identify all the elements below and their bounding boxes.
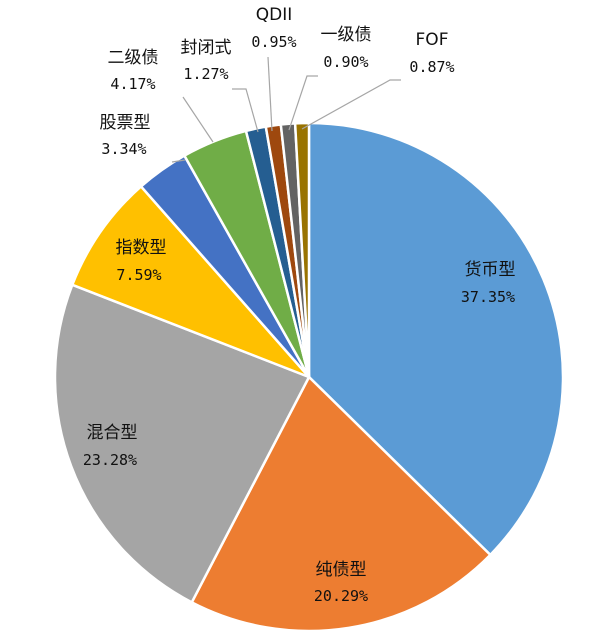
- leader-line-6: [182, 96, 214, 143]
- slice-label-4: 指数型: [116, 238, 167, 258]
- slice-percent-8: 0.95%: [251, 33, 296, 51]
- pie-slices: [53, 121, 565, 633]
- leader-lines: [171, 56, 401, 163]
- leader-line-9: [288, 75, 318, 131]
- slice-label-6: 二级债: [108, 48, 159, 68]
- slice-percent-3: 23.28%: [83, 451, 137, 469]
- slice-labels: 货币型 37.35% 纯债型 20.29% 混合型 23.28% 指数型 7.59% 股票型 3.…: [83, 5, 516, 605]
- slice-label-1: 货币型: [465, 260, 516, 280]
- pie-slice-2: [190, 375, 492, 633]
- slice-percent-1: 37.35%: [461, 288, 515, 306]
- slice-label-10: FOF: [416, 30, 449, 50]
- slice-label-5: 股票型: [100, 113, 151, 133]
- leader-line-5: [171, 159, 186, 163]
- leader-line-10: [301, 79, 401, 130]
- slice-label-9: 一级债: [321, 25, 372, 45]
- slice-label-7: 封闭式: [181, 38, 232, 58]
- slice-label-8: QDII: [256, 5, 293, 25]
- leader-line-7: [232, 88, 259, 133]
- slice-percent-6: 4.17%: [110, 75, 155, 93]
- pie-slice-4: [71, 185, 311, 379]
- slice-percent-9: 0.90%: [323, 53, 368, 71]
- slice-percent-5: 3.34%: [101, 140, 146, 158]
- leader-line-8: [267, 56, 273, 132]
- slice-percent-7: 1.27%: [183, 65, 228, 83]
- pie-slice-10: [293, 121, 311, 379]
- slice-percent-4: 7.59%: [116, 266, 161, 284]
- slice-label-3: 混合型: [87, 423, 138, 443]
- slice-percent-2: 20.29%: [314, 587, 368, 605]
- slice-percent-10: 0.87%: [409, 58, 454, 76]
- pie-slice-1: [307, 121, 565, 557]
- pie-slice-3: [53, 283, 311, 604]
- slice-label-2: 纯债型: [316, 560, 367, 580]
